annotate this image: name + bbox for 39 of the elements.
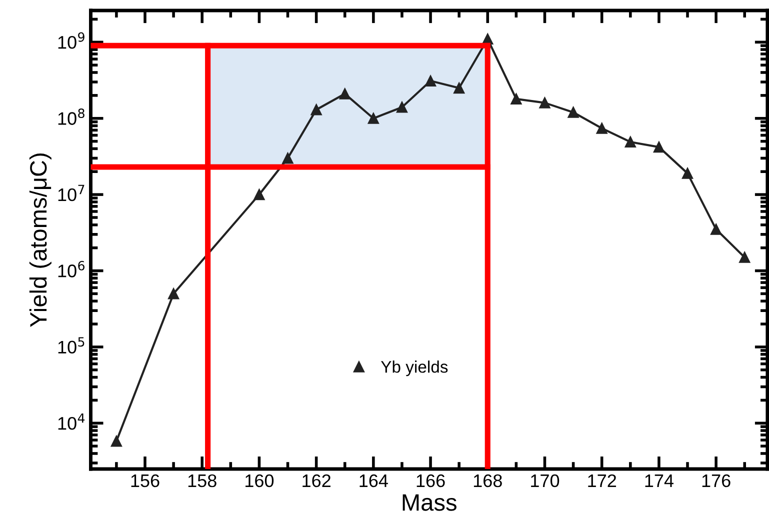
x-tick-label: 158 bbox=[188, 474, 216, 488]
x-tick-label: 162 bbox=[302, 474, 330, 488]
point bbox=[739, 252, 750, 263]
point bbox=[454, 82, 465, 94]
x-axis-title: Mass bbox=[402, 494, 456, 511]
point bbox=[368, 112, 379, 124]
y-tick-label: 10$^{8}$ bbox=[58, 108, 84, 125]
y-tick-label: 10$^{9}$ bbox=[58, 32, 84, 49]
point bbox=[396, 102, 408, 113]
x-tick-label: 156 bbox=[131, 474, 160, 488]
y-tick-label: 10$^{6}$ bbox=[58, 260, 84, 278]
point bbox=[339, 88, 350, 100]
x-tick-label: 176 bbox=[702, 474, 730, 488]
point bbox=[282, 152, 294, 164]
y-tick-label: 10$^{4}$ bbox=[58, 413, 85, 430]
x-tick-label: 166 bbox=[416, 474, 445, 488]
point bbox=[682, 168, 694, 179]
y-tick-label: 10$^{5}$ bbox=[58, 337, 84, 354]
point bbox=[596, 122, 608, 134]
point bbox=[510, 93, 522, 104]
point bbox=[110, 436, 122, 447]
point bbox=[539, 97, 550, 108]
x-tick-label: 170 bbox=[531, 474, 560, 488]
x-tick-label: 168 bbox=[474, 474, 502, 488]
legend-label: Yb yields bbox=[380, 360, 448, 376]
point bbox=[624, 136, 636, 148]
point bbox=[254, 189, 265, 200]
x-tick-label: 172 bbox=[588, 474, 616, 487]
point bbox=[653, 142, 665, 153]
point bbox=[568, 106, 579, 118]
point bbox=[424, 75, 436, 86]
x-tick-label: 164 bbox=[360, 474, 388, 488]
point bbox=[310, 104, 322, 116]
x-tick-label: 174 bbox=[645, 474, 674, 487]
point bbox=[168, 288, 180, 300]
point bbox=[710, 224, 722, 235]
x-tick-label: 160 bbox=[246, 474, 274, 488]
y-axis-title: Yield (atoms/μC) bbox=[29, 154, 52, 327]
y-tick-label: 10$^{7}$ bbox=[58, 184, 84, 202]
